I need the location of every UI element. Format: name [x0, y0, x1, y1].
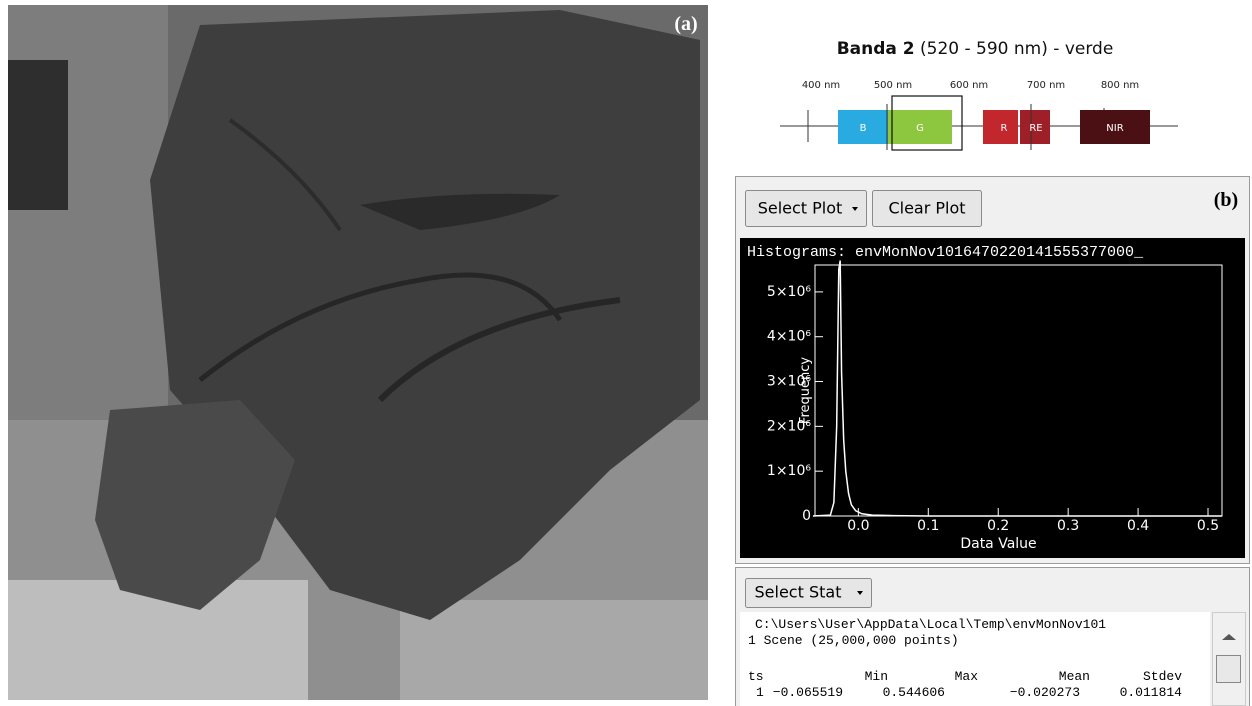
x-tick-label: 0.2	[987, 518, 1009, 534]
x-tick-label: 0.5	[1197, 518, 1219, 534]
band-label: NIR	[1106, 123, 1123, 134]
band-title: Banda 2 (520 - 590 nm) - verde	[837, 39, 1114, 59]
stats-cell: 1	[756, 685, 764, 700]
y-tick-label: 0	[802, 508, 811, 524]
wavelength-label: 800 nm	[1101, 80, 1139, 91]
plot-area	[740, 238, 1245, 558]
y-axis-title: Frequency	[798, 357, 813, 424]
scroll-thumb[interactable]	[1217, 656, 1241, 683]
band-label: B	[860, 123, 867, 134]
screen: (a) Banda 2 (520 - 590 nm) - verde 400 n…	[0, 0, 1252, 706]
stats-header: Mean	[1059, 669, 1090, 684]
wavelength-label: 600 nm	[950, 80, 988, 91]
band-label: R	[1001, 123, 1008, 134]
x-axis-title: Data Value	[960, 536, 1036, 552]
panel-label: (b)	[1214, 189, 1238, 211]
wavelength-label: 700 nm	[1027, 80, 1065, 91]
band-label: RE	[1029, 123, 1042, 134]
stats-line: 1 Scene (25,000,000 points)	[748, 633, 959, 648]
select-stat-text: Select Stat	[755, 583, 842, 602]
stats-cell: 0.011814	[1120, 685, 1183, 700]
stats-cell: −0.065519	[773, 685, 843, 700]
x-tick-label: 0.4	[1127, 518, 1149, 534]
clear-plot-text: Clear Plot	[888, 199, 965, 218]
x-tick-label: 0.1	[917, 518, 939, 534]
y-tick-label: 4×10⁶	[767, 329, 811, 345]
wavelength-label: 400 nm	[802, 80, 840, 91]
stats-header: Min	[865, 669, 888, 684]
band-title-rest: (520 - 590 nm) - verde	[920, 39, 1113, 59]
stats-header: Max	[955, 669, 979, 684]
page: (a) Banda 2 (520 - 590 nm) - verde 400 n…	[0, 0, 1252, 706]
select-plot-text: Select Plot	[758, 199, 843, 218]
x-tick-label: 0.3	[1057, 518, 1079, 534]
band-label: G	[916, 123, 924, 134]
histogram-title: Histograms: envMonNov1016470220141555377…	[747, 244, 1144, 261]
y-tick-label: 1×10⁶	[767, 463, 811, 479]
stats-cell: 0.544606	[883, 685, 945, 700]
panel-label: (a)	[674, 13, 697, 35]
band-title-bold: Banda 2	[837, 39, 915, 59]
satellite-image	[8, 5, 708, 700]
x-tick-label: 0.0	[847, 518, 869, 534]
stats-header: ts	[748, 669, 764, 684]
stats-cell: −0.020273	[1010, 685, 1080, 700]
stats-header: Stdev	[1143, 669, 1182, 684]
wavelength-label: 500 nm	[874, 80, 912, 91]
stats-line: C:\Users\User\AppData\Local\Temp\envMonN…	[755, 617, 1106, 632]
y-tick-label: 5×10⁶	[767, 284, 811, 300]
